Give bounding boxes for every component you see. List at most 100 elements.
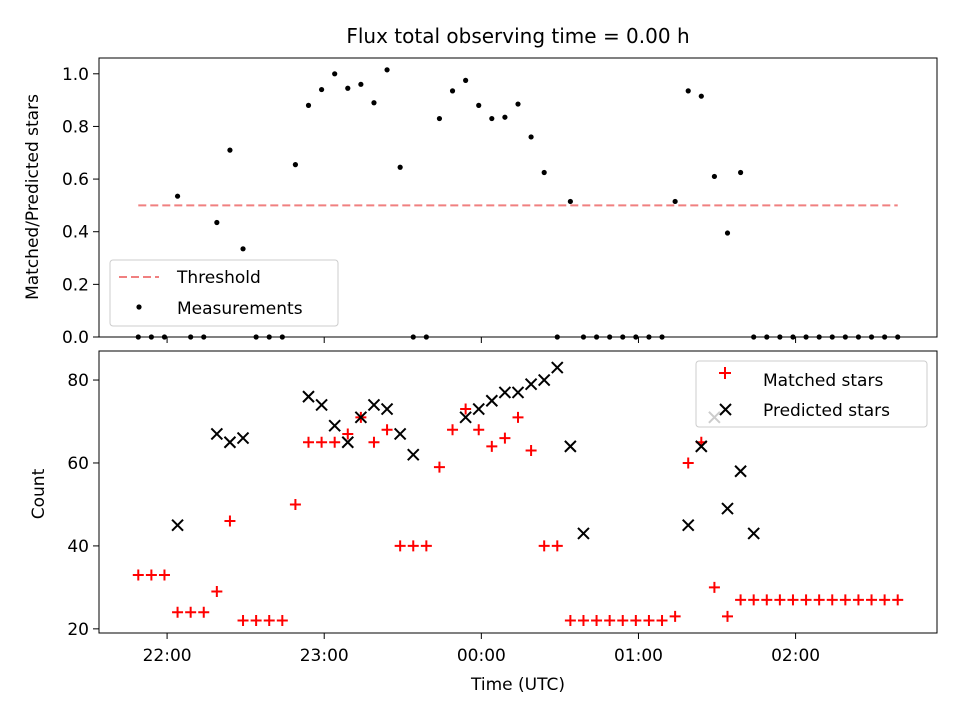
matched-stars-point xyxy=(800,594,812,606)
matched-stars-point xyxy=(748,594,760,606)
matched-stars-point xyxy=(433,461,445,473)
matched-stars-point xyxy=(250,615,262,627)
measurement-point xyxy=(476,102,482,108)
top-y-tick-label: 0.6 xyxy=(62,170,89,190)
matched-stars-point xyxy=(132,569,144,581)
predicted-stars-point xyxy=(734,465,747,478)
top-y-axis: 0.0 0.2 0.4 0.6 0.8 1.0 xyxy=(62,65,99,348)
predicted-stars-point xyxy=(721,502,734,515)
matched-stars-point xyxy=(145,569,157,581)
measurement-point xyxy=(305,102,312,108)
measurement-point xyxy=(174,193,181,199)
matched-stars-point xyxy=(656,615,668,627)
measurement-point xyxy=(345,85,351,91)
predicted-stars-point xyxy=(472,402,485,416)
top-series-group xyxy=(135,67,901,340)
bottom-plot-area xyxy=(98,350,938,634)
top-panel: Flux total observing time = 0.00 h 0.00.… xyxy=(23,24,938,348)
measurement-point xyxy=(607,334,613,340)
bottom-y-axis: 20 40 60 80 xyxy=(67,371,99,640)
measurement-point xyxy=(436,115,443,122)
matched-stars-point xyxy=(381,424,393,436)
measurement-point xyxy=(777,334,783,340)
bottom-y-tick-label: 20 xyxy=(67,620,89,640)
predicted-stars-point xyxy=(210,427,224,441)
matched-stars-point xyxy=(499,432,511,444)
bottom-panel: 20 40 60 80 22:00 23:00 00:00 01:00 02:00 Count… xyxy=(29,350,938,695)
measurement-point xyxy=(148,334,154,340)
measurement-point xyxy=(188,334,194,340)
matched-stars-point xyxy=(394,540,406,552)
matched-stars-point xyxy=(682,457,694,469)
measurement-point xyxy=(318,86,325,93)
measurement-point xyxy=(737,169,744,176)
matched-stars-point xyxy=(892,594,904,606)
measurement-point xyxy=(842,334,848,340)
matched-stars-point xyxy=(198,606,210,618)
matched-stars-point xyxy=(866,594,878,606)
bottom-x-tick-label: 23:00 xyxy=(300,646,349,666)
matched-stars-point xyxy=(525,445,537,457)
legend-threshold-label: Threshold xyxy=(176,268,261,288)
matched-stars-point xyxy=(761,594,773,606)
predicted-stars-point xyxy=(328,419,341,432)
predicted-stars-point xyxy=(695,440,708,453)
measurement-point xyxy=(672,198,678,205)
predicted-stars-point xyxy=(511,386,525,399)
matched-stars-point xyxy=(224,515,236,527)
measurement-point xyxy=(554,334,560,340)
measurement-point xyxy=(698,93,704,99)
matched-stars-point xyxy=(460,403,472,415)
bottom-y-tick-label: 60 xyxy=(67,454,89,474)
measurement-point xyxy=(882,334,888,340)
matched-stars-point xyxy=(211,586,223,598)
top-y-tick-label: 0.4 xyxy=(62,223,89,243)
bottom-y-tick-label: 40 xyxy=(67,537,89,557)
measurement-point xyxy=(620,334,626,340)
measurement-point xyxy=(332,71,338,77)
top-panel-title: Flux total observing time = 0.00 h xyxy=(346,24,689,48)
matched-stars-point xyxy=(447,424,459,436)
matched-stars-point xyxy=(630,615,642,627)
matched-stars-point xyxy=(591,615,603,627)
measurement-point xyxy=(829,334,835,340)
measurement-point xyxy=(449,88,456,94)
predicted-stars-point xyxy=(302,390,315,403)
top-y-axis-label: Matched/Predicted stars xyxy=(23,94,43,300)
measurement-point xyxy=(214,219,220,226)
measurement-point xyxy=(515,101,521,107)
legend-matched-label: Matched stars xyxy=(763,371,883,391)
measurement-point xyxy=(227,147,233,153)
top-y-tick-label: 1.0 xyxy=(62,65,89,85)
measurement-point xyxy=(764,334,770,340)
matched-stars-point xyxy=(512,411,524,423)
measurement-point xyxy=(685,88,691,94)
matched-stars-point xyxy=(316,436,328,448)
measurement-point xyxy=(423,334,429,340)
measurement-point xyxy=(816,334,822,340)
predicted-stars-point xyxy=(537,373,551,387)
measurement-point xyxy=(358,81,364,87)
matched-stars-point xyxy=(185,606,197,618)
matched-stars-point xyxy=(276,615,288,627)
matched-stars-point xyxy=(735,594,747,606)
matched-stars-point xyxy=(617,615,629,627)
bottom-y-axis-label: Count xyxy=(29,468,49,519)
matched-stars-point xyxy=(839,594,851,606)
measurement-point xyxy=(751,334,757,340)
measurement-point xyxy=(724,230,731,236)
measurement-point xyxy=(855,334,862,340)
measurement-point xyxy=(489,115,495,122)
matched-stars-point xyxy=(158,569,170,581)
bottom-x-axis: 22:00 23:00 00:00 01:00 02:00 xyxy=(143,633,820,666)
measurement-point xyxy=(567,198,573,205)
bottom-y-tick-label: 80 xyxy=(67,371,89,391)
matched-stars-point xyxy=(538,540,550,552)
measurement-point xyxy=(528,134,534,140)
measurement-point xyxy=(868,334,875,340)
matched-stars-point xyxy=(604,615,616,627)
measurement-point xyxy=(711,173,718,180)
measurement-point xyxy=(895,334,901,340)
matched-stars-point xyxy=(787,594,799,606)
